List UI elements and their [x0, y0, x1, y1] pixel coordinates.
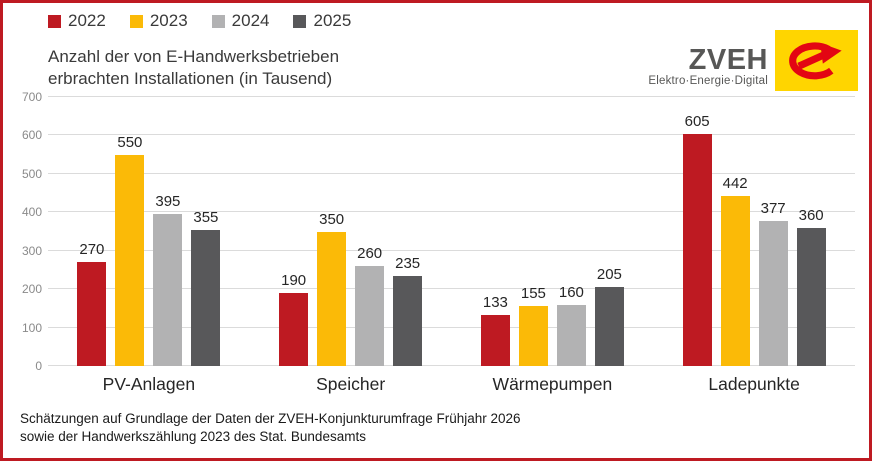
y-tick-label: 0 [35, 359, 42, 373]
bar-value-label: 442 [722, 175, 748, 193]
chart-title-line2: erbrachten Installationen (in Tausend) [48, 69, 333, 88]
bar-2024: 377 [758, 200, 788, 366]
bar-value-label: 270 [79, 241, 105, 259]
bar-group: 270 550 395 355 [48, 97, 250, 366]
y-tick-label: 600 [21, 128, 42, 143]
bar-value-label: 205 [596, 266, 622, 284]
gridline [48, 326, 855, 328]
bar-2024: 395 [153, 193, 183, 366]
source-note-line2: sowie der Handwerkszählung 2023 des Stat… [20, 428, 366, 444]
zveh-logo-box [775, 30, 858, 91]
zveh-e-arrow-icon [788, 41, 842, 79]
bar-2025: 235 [393, 255, 423, 366]
y-tick-label: 200 [21, 282, 42, 297]
legend-item-2025: 2025 [293, 11, 351, 31]
gridline [48, 96, 855, 97]
bar-value-label: 360 [798, 206, 824, 224]
x-axis-label: PV-Anlagen [102, 374, 196, 394]
bar-2023: 350 [317, 211, 347, 366]
legend-label: 2023 [149, 11, 188, 30]
bar-2025: 355 [191, 209, 221, 366]
bar-value-label: 133 [482, 293, 508, 311]
legend-label: 2022 [68, 11, 106, 30]
legend-label: 2024 [231, 11, 270, 30]
bar-2022: 270 [77, 241, 107, 366]
bar-2022: 605 [682, 113, 712, 366]
y-tick-label: 500 [21, 166, 42, 181]
bar-value-label: 395 [155, 193, 181, 211]
legend-swatch-icon [129, 14, 143, 28]
legend-item-2024: 2024 [211, 11, 270, 31]
bar-value-label: 260 [357, 245, 383, 263]
bar-value-label: 155 [520, 285, 546, 303]
gridline [48, 134, 855, 136]
y-tick-label: 400 [21, 205, 42, 220]
bar-value-label: 377 [760, 200, 786, 218]
x-axis-label: Ladepunkte [708, 374, 800, 394]
bar-2022: 133 [480, 294, 510, 366]
x-axis-label: Speicher [316, 374, 386, 394]
legend-swatch-icon [211, 14, 225, 28]
y-tick-label: 700 [21, 90, 42, 104]
x-axis-label: Wärmepumpen [492, 374, 613, 394]
gridline [48, 365, 855, 366]
bar-group: 190 350 260 235 [250, 97, 452, 366]
legend-item-2023: 2023 [129, 11, 188, 31]
y-axis: 0 100 200 300 400 500 600 700 [0, 90, 42, 373]
legend-label: 2025 [313, 11, 352, 30]
bar-2024: 160 [556, 284, 586, 366]
legend: 2022 2023 2024 2025 [48, 11, 351, 31]
bar-value-label: 235 [395, 254, 421, 272]
gridline [48, 211, 855, 213]
chart-title: Anzahl der von E-Handwerksbetrieben erbr… [48, 46, 339, 90]
zveh-logo: ZVEH Elektro·Energie·Digital [648, 30, 858, 91]
bar-value-label: 550 [117, 133, 143, 151]
bar-value-label: 190 [281, 272, 307, 289]
bar-group: 605 442 377 360 [653, 97, 855, 366]
bar-2022: 190 [279, 272, 309, 366]
zveh-logo-name: ZVEH [688, 44, 768, 76]
bar-2023: 442 [720, 175, 750, 366]
gridline [48, 172, 855, 174]
legend-swatch-icon [293, 14, 307, 28]
bar-2023: 155 [518, 285, 548, 366]
gridline [48, 249, 855, 251]
zveh-logo-text: ZVEH Elektro·Energie·Digital [648, 44, 768, 91]
zveh-logo-tagline: Elektro·Energie·Digital [648, 75, 768, 87]
bar-group: 133 155 160 205 [452, 97, 654, 366]
bar-value-label: 350 [319, 210, 345, 228]
bar-value-label: 160 [558, 283, 584, 301]
plot-area: 270 550 395 355 190 350 260 235 133 155 160 205 605 4… [48, 96, 855, 366]
gridline [48, 288, 855, 290]
y-tick-label: 300 [21, 243, 42, 258]
source-note-line1: Schätzungen auf Grundlage der Daten der … [20, 411, 521, 426]
source-note: Schätzungen auf Grundlage der Daten der … [20, 410, 521, 445]
x-axis-labels: PV-Anlagen Speicher Wärmepumpen Ladepunkte [48, 374, 855, 400]
bar-2024: 260 [355, 245, 385, 366]
bar-value-label: 605 [684, 112, 710, 130]
bar-2025: 360 [796, 207, 826, 366]
bar-value-label: 355 [193, 208, 219, 226]
y-tick-label: 100 [21, 320, 42, 335]
chart-title-line1: Anzahl der von E-Handwerksbetrieben [48, 47, 340, 66]
legend-swatch-icon [48, 14, 61, 28]
bar-2025: 205 [594, 266, 624, 366]
legend-item-2022: 2022 [48, 11, 106, 31]
bar-2023: 550 [115, 134, 145, 366]
